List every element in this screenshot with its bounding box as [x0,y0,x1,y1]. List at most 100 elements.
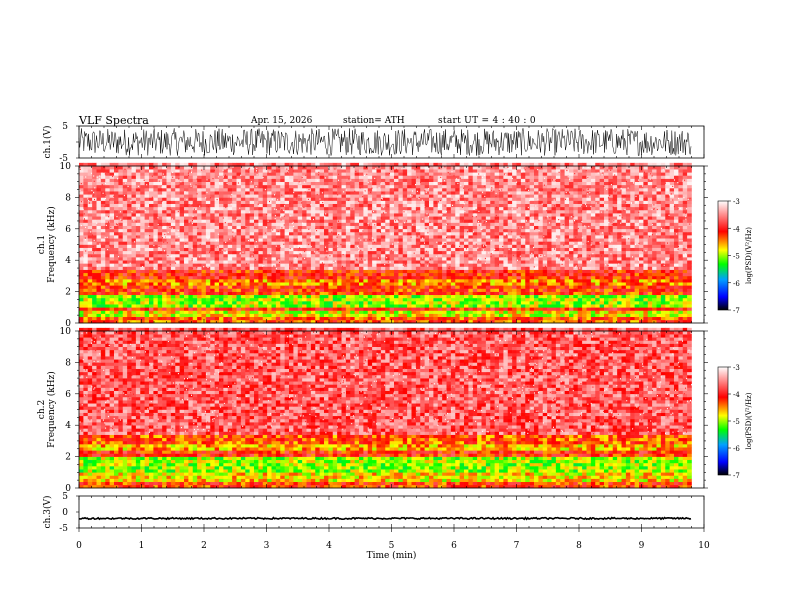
spec1-cell [254,247,259,252]
spec1-cell [219,285,224,289]
spec1-cell [275,275,281,280]
spec1-cell [687,313,692,318]
spec1-cell [674,307,679,311]
spec1-cell [306,250,312,255]
spec1-cell [205,275,211,280]
spec1-cell [245,272,250,277]
spec1-cell [293,319,299,324]
spec1-cell [687,260,692,264]
spec1-cell [79,241,84,245]
spec1-cell [258,260,264,264]
spec1-cell [83,250,89,255]
spec1-cell [494,319,500,324]
spec1-cell [324,316,329,321]
spec1-cell [210,263,215,267]
spec1-cell [464,288,469,292]
spec1-cell [135,307,141,311]
spec1-cell [337,228,342,233]
spec1-cell [577,294,583,299]
spec1-cell [149,216,154,220]
spec1-cell [210,250,215,255]
spec1-cell [210,304,215,308]
spec1-cell [398,219,404,223]
spec1-cell [669,231,675,236]
spec1-cell [245,263,250,267]
spec1-cell [687,269,692,274]
spec1-cell [389,310,395,314]
spec1-cell [647,304,653,308]
spec1-cell [179,228,185,233]
spec1-cell [551,294,557,299]
spec1-cell [205,316,211,321]
spec1-cell [153,225,159,230]
spec1-cell [582,272,587,277]
spec1-cell [555,272,561,277]
spec1-cell [582,294,587,299]
spec1-cell [411,279,417,283]
spec1-cell [604,294,609,299]
spec1-cell [608,301,614,305]
spec1-cell [407,288,412,292]
spec1-cell [302,238,307,242]
spec1-cell [555,316,561,321]
spec1-cell [656,288,662,292]
spec1-cell [429,285,434,289]
spec1-cell [564,272,570,277]
spec1-cell [525,319,530,324]
spec1-cell [271,266,277,270]
spec1-cell [83,304,89,308]
spec1-cell [643,219,649,223]
spec1-cell [407,319,412,324]
spec1-cell [319,244,325,248]
spec1-cell [92,266,97,270]
spec1-cell [464,275,469,280]
spec1-cell [604,297,609,302]
spec1-cell [280,253,285,258]
spec1-cell [595,313,600,318]
spec1-cell [219,307,224,311]
spec1-cell [547,272,552,277]
spec1-cell [302,228,307,233]
spec1-cell [429,213,434,217]
spec1-cell [450,238,456,242]
spec1-cell [424,291,430,296]
spec1-cell [131,250,137,255]
spec1-cell [617,313,622,318]
spec1-cell [555,307,561,311]
spec1-cell [367,266,373,270]
spec1-cell [437,253,443,258]
spec1-cell [494,316,500,321]
spec1-cell [665,228,670,233]
spec1-cell [398,266,404,270]
spec1-cell [660,238,666,242]
spec1-cell [118,241,124,245]
spec1-cell [542,279,548,283]
spec1-cell [236,291,242,296]
spec1-cell [92,294,97,299]
spec1-cell [446,297,452,302]
spec1-cell [512,291,517,296]
spec1-cell [665,250,670,255]
spec1-cell [499,275,504,280]
spec1-cell [612,279,618,283]
spec1-cell [297,307,303,311]
spec1-cell [577,285,583,289]
spec1-cell [569,319,574,324]
spec1-cell [621,310,627,314]
spec1-cell [485,319,491,324]
spec1-cell [534,213,539,217]
spec1-cell [359,297,364,302]
spec1-cell [560,275,565,280]
spec1-cell [577,304,583,308]
spec1-cell [402,316,408,321]
spec1-cell [83,213,89,217]
spec1-cell [450,228,456,233]
spec1-cell [450,250,456,255]
spec1-cell [437,304,443,308]
spec1-cell [289,275,294,280]
spec1-cell [599,260,605,264]
spec1-cell [446,275,452,280]
spec1-cell [499,219,504,223]
spec1-cell [114,316,119,321]
spec1-cell [341,257,347,261]
